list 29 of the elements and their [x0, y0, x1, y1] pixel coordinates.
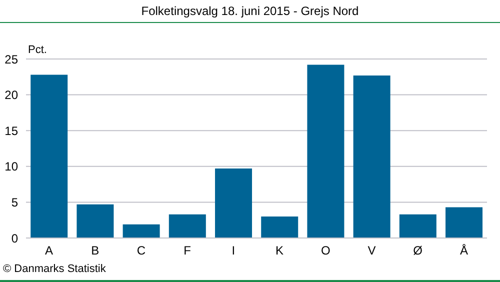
bar	[261, 216, 298, 238]
bar	[30, 74, 68, 238]
y-tick-label: 15	[4, 124, 18, 138]
x-tick-label: I	[232, 244, 236, 258]
chart-title: Folketingsvalg 18. juni 2015 - Grejs Nord	[0, 0, 500, 23]
x-tick-label: B	[91, 244, 100, 258]
bar	[122, 224, 160, 238]
bar	[215, 168, 252, 238]
x-tick-label: Ø	[413, 244, 423, 258]
bar	[353, 75, 390, 238]
bar	[399, 214, 436, 238]
x-tick-label: C	[136, 244, 146, 258]
x-tick-label: Å	[460, 244, 468, 258]
bar	[446, 207, 483, 238]
y-tick-label: 10	[4, 160, 18, 174]
bar	[168, 214, 206, 238]
y-tick-label: 0	[11, 231, 18, 246]
y-tick-label: 25	[4, 52, 18, 66]
y-axis-title: Pct.	[28, 44, 47, 56]
y-tick-label: 20	[4, 88, 18, 102]
bar	[307, 64, 344, 238]
y-tick-label: 5	[11, 195, 18, 210]
x-tick-label: K	[276, 244, 284, 258]
x-tick-label: V	[368, 244, 376, 258]
x-tick-label: A	[45, 244, 54, 258]
x-tick-label: O	[320, 244, 330, 258]
bar	[76, 204, 114, 238]
text: © Danmarks Statistik	[3, 263, 106, 275]
x-tick-label: F	[184, 244, 192, 258]
